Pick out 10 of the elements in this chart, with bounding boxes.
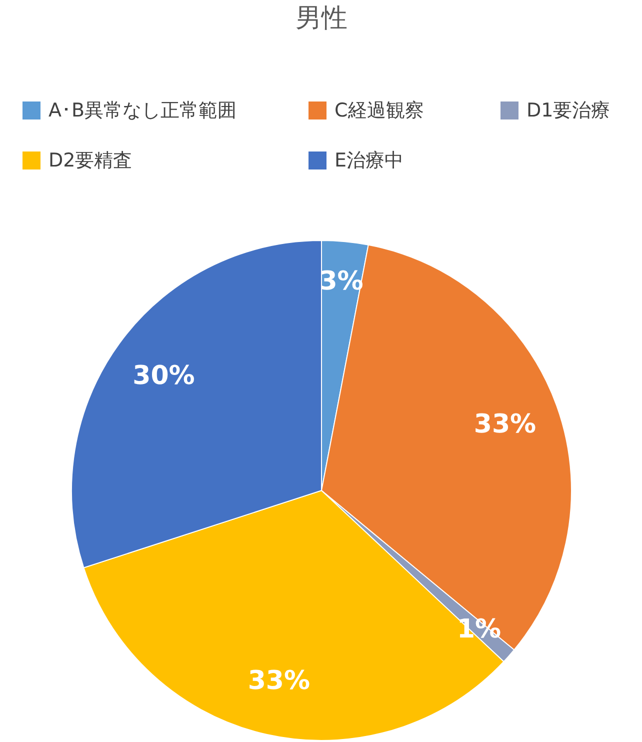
data-label: 30% [132,360,195,391]
legend-label: C経過観察 [334,100,424,122]
data-label: 1% [456,614,502,644]
chart-title: 男性 [296,4,348,34]
legend-label: D2要精査 [48,150,132,172]
data-label: 33% [248,666,310,696]
legend-label: A･B異常なし正常範囲 [48,100,237,122]
legend-label: D1要治療 [526,100,610,122]
data-label: 33% [474,409,536,440]
legend-label: E治療中 [334,150,404,172]
